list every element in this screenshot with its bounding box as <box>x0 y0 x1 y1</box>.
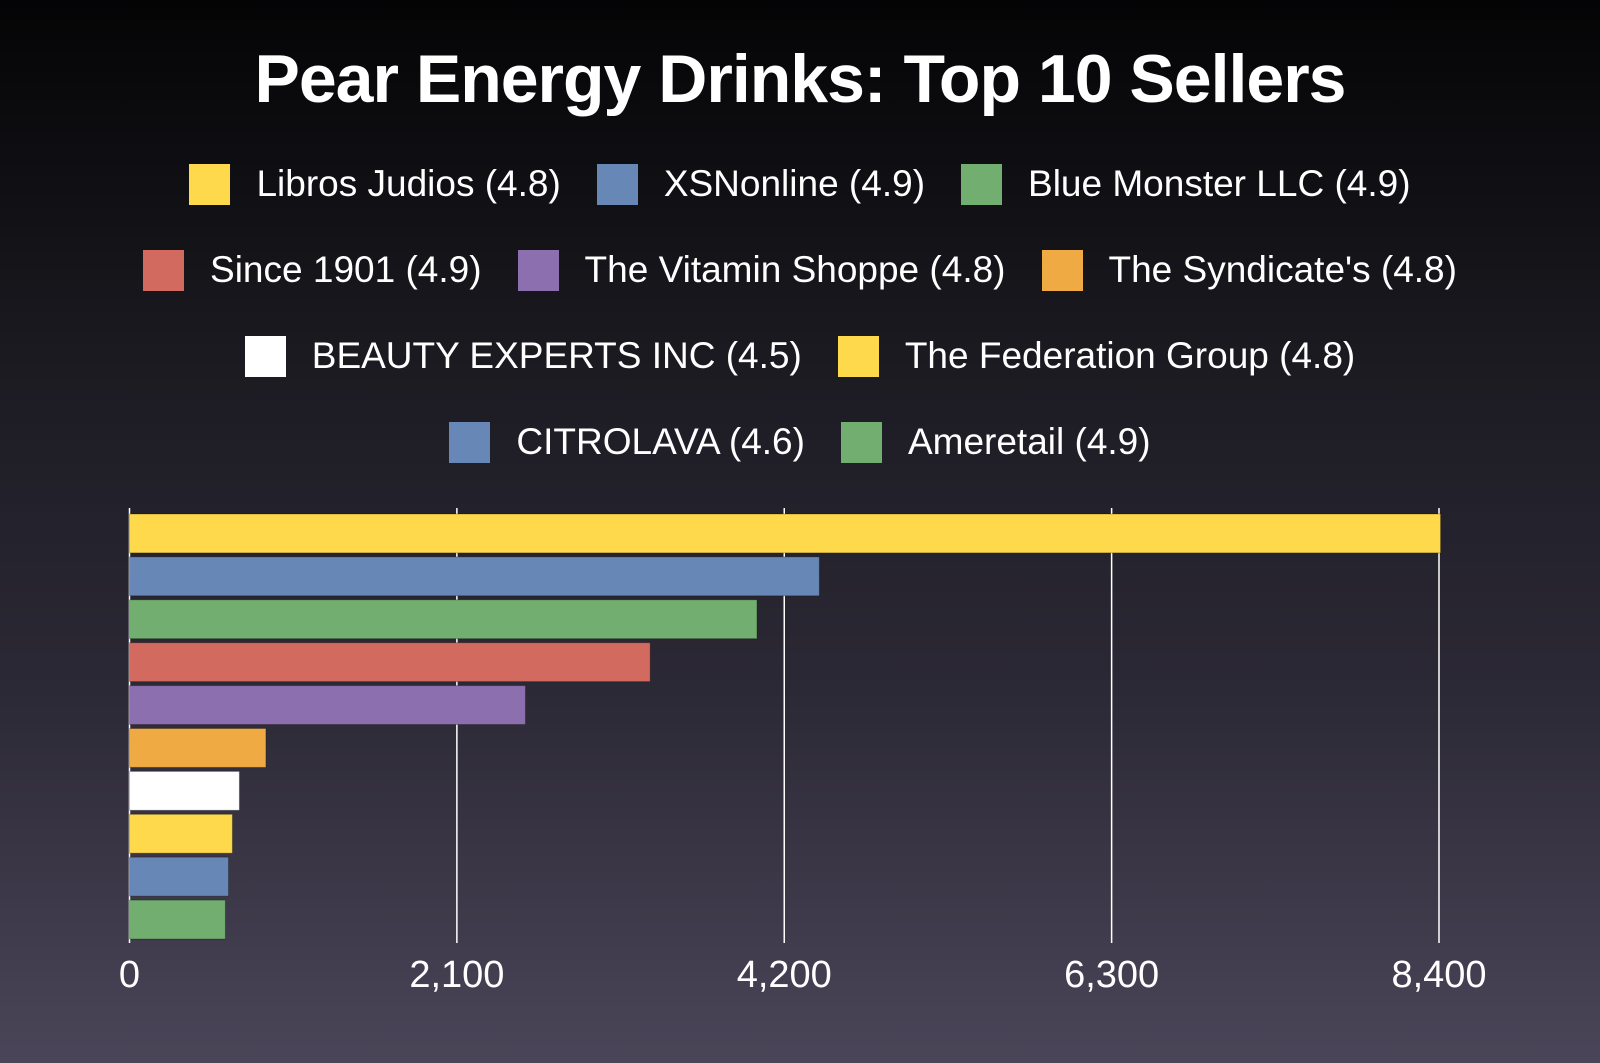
legend-label: Ameretail (4.9) <box>907 421 1151 462</box>
legend-label: Since 1901 (4.9) <box>210 249 482 290</box>
x-tick-label: 8,400 <box>1391 954 1486 996</box>
legend-swatch <box>244 335 286 377</box>
bar <box>129 813 233 854</box>
bar <box>129 899 226 940</box>
legend-label: The Federation Group (4.8) <box>904 335 1356 376</box>
legend-swatch <box>961 163 1003 205</box>
legend-swatch <box>517 249 559 291</box>
bar <box>129 513 1442 554</box>
legend-item: Blue Monster LLC (4.9) <box>961 163 1411 205</box>
x-tick-label: 2,100 <box>409 954 504 996</box>
legend-item: Libros Judios (4.8) <box>189 163 561 205</box>
bar <box>129 685 526 725</box>
legend-label: The Vitamin Shoppe (4.8) <box>584 249 1006 290</box>
legend-swatch <box>449 421 491 463</box>
legend-item: CITROLAVA (4.6) <box>449 421 805 463</box>
legend-item: Ameretail (4.9) <box>840 421 1151 463</box>
x-tick-label: 6,300 <box>1064 954 1159 996</box>
legend-row: CITROLAVA (4.6) Ameretail (4.9) <box>0 421 1600 463</box>
bar <box>129 642 651 683</box>
legend-row: Libros Judios (4.8) XSNonline (4.9) Blue M… <box>0 163 1600 205</box>
legend-swatch <box>189 163 231 205</box>
legend-item: The Federation Group (4.8) <box>837 335 1356 377</box>
x-tick-label: 0 <box>119 954 140 996</box>
legend-label: XSNonline (4.9) <box>663 163 926 204</box>
bar <box>129 728 267 768</box>
legend-item: BEAUTY EXPERTS INC (4.5) <box>244 335 802 377</box>
legend-item: Since 1901 (4.9) <box>143 249 482 291</box>
chart-title: Pear Energy Drinks: Top 10 Sellers <box>254 41 1347 117</box>
legend-row: BEAUTY EXPERTS INC (4.5) The Federation G… <box>0 335 1600 377</box>
bar <box>129 556 820 597</box>
legend-item: The Vitamin Shoppe (4.8) <box>517 249 1006 291</box>
legend-row: Since 1901 (4.9) The Vitamin Shoppe (4.8)… <box>0 249 1600 291</box>
legend-label: CITROLAVA (4.6) <box>516 421 805 462</box>
bar <box>129 599 758 640</box>
legend-swatch <box>840 421 882 463</box>
legend-item: The Syndicate's (4.8) <box>1041 249 1457 291</box>
legend-label: Blue Monster LLC (4.9) <box>1028 163 1411 204</box>
legend-item: XSNonline (4.9) <box>596 163 926 205</box>
legend-label: The Syndicate's (4.8) <box>1108 249 1457 290</box>
legend-swatch <box>596 163 638 205</box>
bar <box>129 856 229 897</box>
legend-label: Libros Judios (4.8) <box>256 163 561 204</box>
legend-swatch <box>143 249 185 291</box>
legend-swatch <box>1041 249 1083 291</box>
legend-label: BEAUTY EXPERTS INC (4.5) <box>311 335 802 376</box>
x-tick-label: 4,200 <box>737 954 832 996</box>
legend-swatch <box>837 335 879 377</box>
bar <box>129 770 240 811</box>
